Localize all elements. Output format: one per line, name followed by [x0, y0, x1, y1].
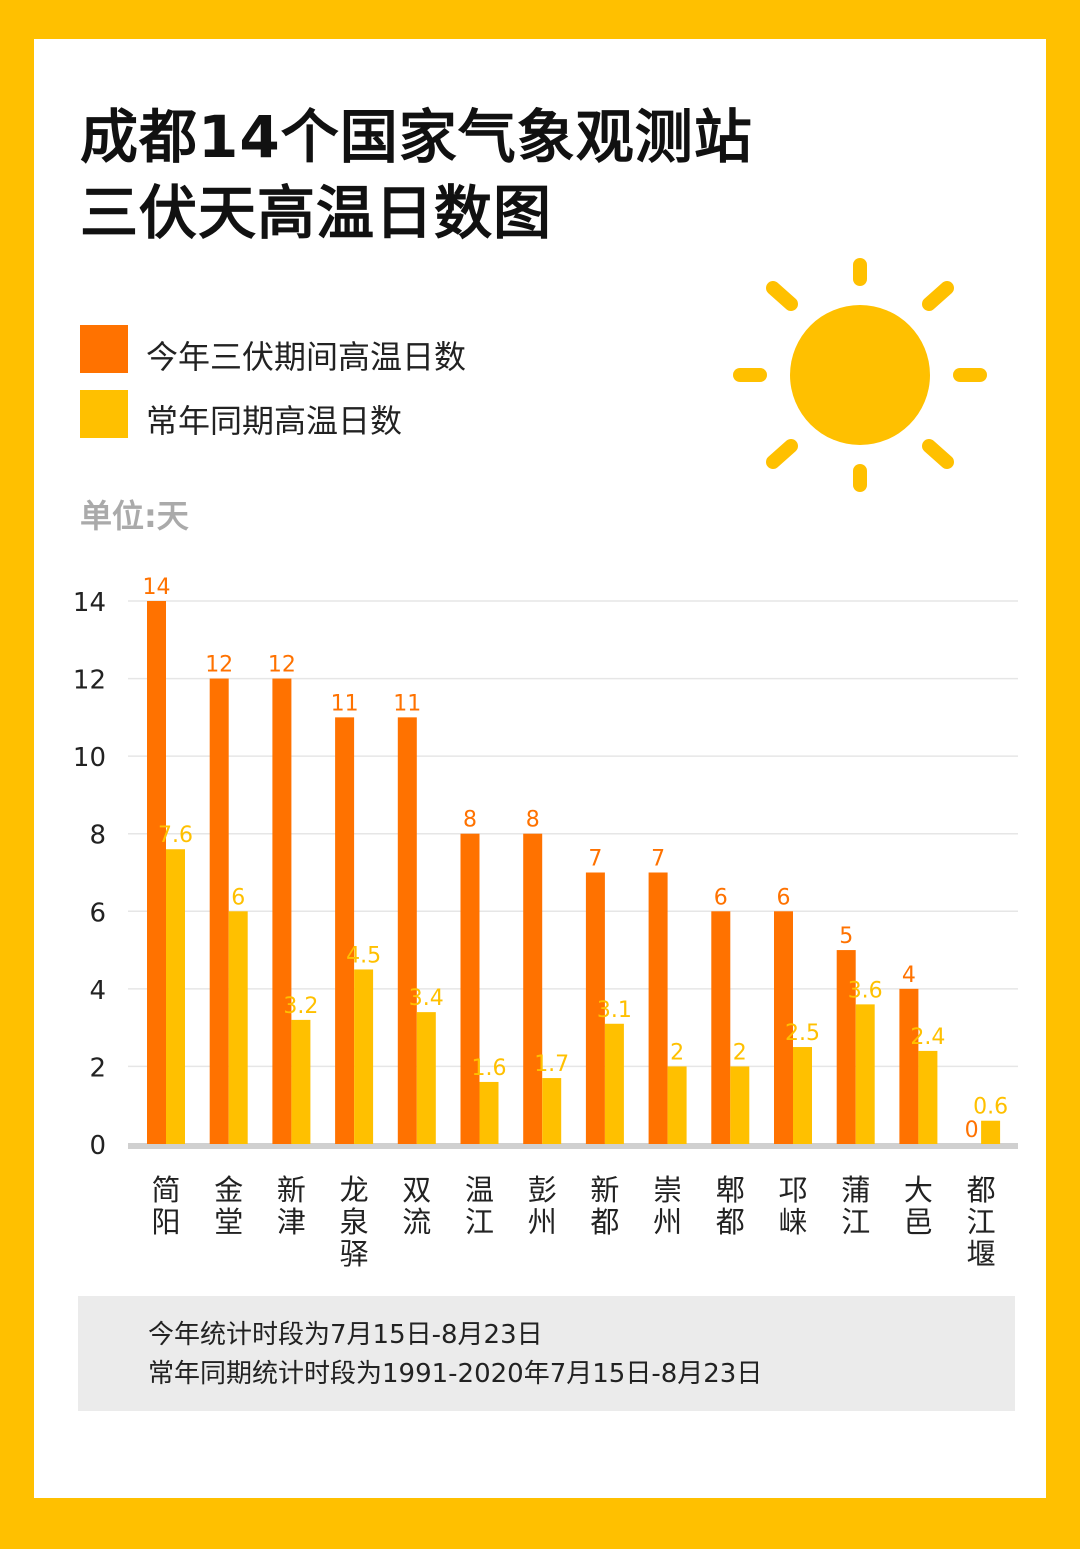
bar-chart: 0 2 4 6 8 10 12 14 14 7.6 简阳 12 6 金堂 12 3.2 新津 11 4.5 龙泉驿 11… — [73, 575, 1018, 1271]
y-tick-label: 4 — [89, 976, 106, 1006]
data-label: 8 — [526, 808, 540, 833]
x-tick-label: 彭州 — [528, 1173, 557, 1239]
data-label: 4.5 — [346, 943, 381, 968]
bar-current-year — [774, 911, 793, 1144]
bar-normal — [228, 911, 248, 1144]
legend-label-current-year: 今年三伏期间高温日数 — [146, 338, 467, 376]
card-background — [34, 39, 1046, 1498]
data-label: 11 — [331, 691, 359, 716]
sun-icon — [733, 258, 987, 492]
x-tick-label: 简阳 — [151, 1173, 180, 1239]
bar-normal — [416, 1012, 436, 1144]
data-label: 1.7 — [534, 1052, 569, 1077]
bar-normal — [981, 1120, 1001, 1144]
data-label: 7.6 — [158, 823, 193, 848]
x-tick-label: 都江堰 — [967, 1173, 996, 1271]
legend-label-normal: 常年同期高温日数 — [146, 402, 403, 440]
bar-normal — [918, 1050, 938, 1144]
bar-normal — [667, 1066, 687, 1144]
bar-current-year — [460, 833, 480, 1144]
y-tick-label: 10 — [73, 743, 106, 773]
bar-normal — [354, 969, 374, 1144]
chart-title-line-1: 成都14个国家气象观测站 — [80, 103, 753, 171]
data-label: 6 — [231, 885, 245, 910]
bar-normal — [542, 1078, 562, 1144]
bar-normal — [291, 1019, 311, 1144]
y-tick-label: 12 — [73, 666, 106, 696]
data-label: 0 — [965, 1118, 979, 1143]
x-tick-label: 新都 — [590, 1173, 619, 1239]
data-label: 4 — [902, 963, 916, 988]
bar-current-year — [836, 950, 856, 1144]
note-line-2: 常年同期统计时段为1991-2020年7月15日-8月23日 — [148, 1359, 763, 1389]
sun-rays — [733, 258, 987, 492]
y-tick-label: 6 — [89, 898, 106, 928]
bar-normal — [730, 1066, 750, 1144]
data-label: 2.4 — [910, 1025, 945, 1050]
bar-normal — [793, 1047, 812, 1144]
bar-current-year — [899, 988, 919, 1144]
data-label: 12 — [205, 653, 233, 678]
bar-current-year — [209, 678, 229, 1144]
bar-current-year — [397, 717, 417, 1144]
x-tick-label: 温江 — [465, 1173, 494, 1239]
bar-normal — [604, 1023, 624, 1144]
bar-current-year — [147, 601, 166, 1144]
data-label: 14 — [143, 575, 171, 600]
x-tick-label: 新津 — [277, 1173, 306, 1239]
data-label: 0.6 — [973, 1095, 1008, 1120]
sun-disc — [790, 305, 930, 445]
data-label: 12 — [268, 653, 296, 678]
bar-current-year — [711, 911, 731, 1144]
bar-normal — [855, 1004, 875, 1144]
bar-normal — [166, 849, 185, 1144]
data-label: 2 — [733, 1040, 747, 1065]
bar-normal — [479, 1081, 499, 1144]
data-label: 3.2 — [283, 994, 318, 1019]
data-label: 6 — [777, 885, 791, 910]
data-label: 1.6 — [472, 1056, 507, 1081]
data-label: 3.6 — [848, 978, 883, 1003]
y-tick-label: 2 — [89, 1053, 106, 1083]
note-line-1: 今年统计时段为7月15日-8月23日 — [148, 1320, 543, 1350]
x-tick-label: 金堂 — [214, 1173, 243, 1239]
y-tick-label: 8 — [89, 821, 106, 851]
bar-current-year — [272, 678, 292, 1144]
bar-current-year — [585, 872, 605, 1144]
y-tick-label: 14 — [73, 588, 106, 618]
legend-swatch-current-year — [80, 325, 128, 373]
data-label: 6 — [714, 885, 728, 910]
unit-label: 单位:天 — [80, 497, 189, 535]
bar-current-year — [335, 717, 355, 1144]
data-label: 11 — [393, 691, 421, 716]
y-tick-label: 0 — [89, 1131, 106, 1161]
bar-current-year — [648, 872, 668, 1144]
x-tick-label: 龙泉驿 — [340, 1173, 369, 1271]
x-tick-label: 郫都 — [716, 1173, 745, 1239]
x-tick-label: 大邑 — [904, 1173, 933, 1239]
data-label: 3.1 — [597, 998, 632, 1023]
x-tick-label: 双流 — [402, 1173, 431, 1239]
note-box: 今年统计时段为7月15日-8月23日 常年同期统计时段为1991-2020年7月… — [78, 1296, 1015, 1411]
data-label: 7 — [588, 847, 602, 872]
data-label: 5 — [839, 924, 853, 949]
data-label: 2 — [670, 1040, 684, 1065]
x-tick-label: 崇州 — [653, 1173, 682, 1239]
x-tick-label: 邛崃 — [778, 1173, 807, 1239]
data-label: 7 — [651, 847, 665, 872]
x-tick-label: 蒲江 — [841, 1173, 870, 1239]
data-label: 8 — [463, 808, 477, 833]
chart-title-line-2: 三伏天高温日数图 — [80, 179, 553, 247]
data-label: 3.4 — [409, 986, 444, 1011]
data-label: 2.5 — [785, 1021, 820, 1046]
legend-swatch-normal — [80, 390, 128, 438]
bar-current-year — [523, 833, 543, 1144]
